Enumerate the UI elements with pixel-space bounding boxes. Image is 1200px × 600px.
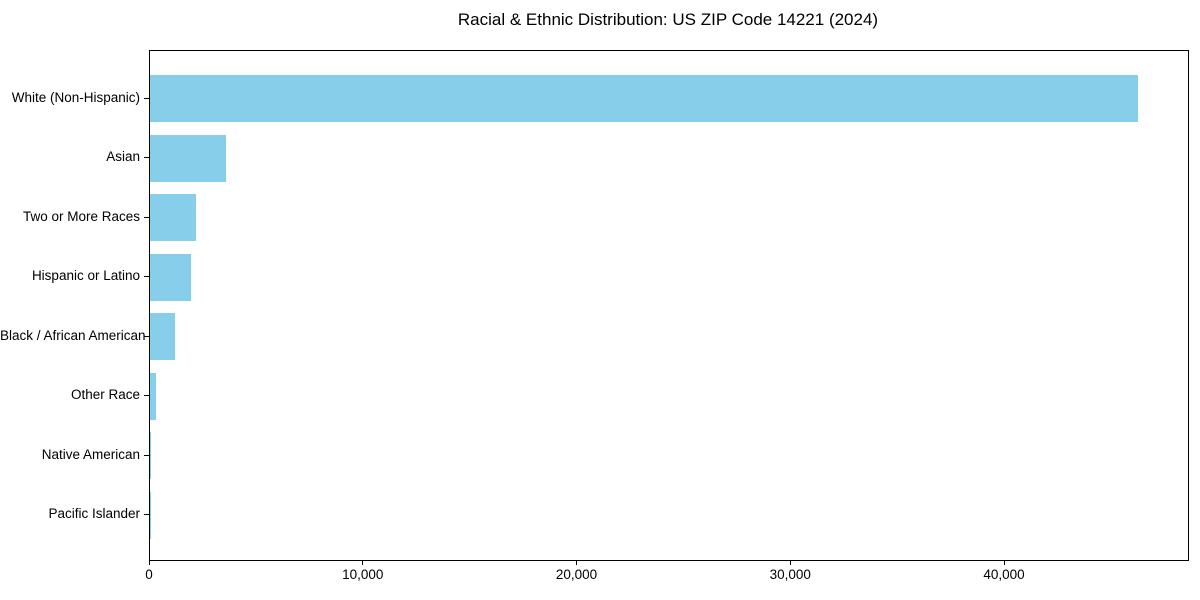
x-tick-mark — [148, 560, 150, 565]
y-axis-label-white-non-hispanic: White (Non-Hispanic) — [11, 89, 140, 105]
y-tick-mark — [144, 276, 149, 278]
x-tick-label-10-000: 10,000 — [342, 567, 384, 582]
y-tick-mark — [144, 335, 149, 337]
y-tick-mark — [144, 514, 149, 516]
x-tick-mark — [576, 560, 577, 565]
y-axis-label-asian: Asian — [106, 149, 140, 165]
bar-white-non-hispanic — [150, 75, 1138, 123]
y-tick-mark — [144, 395, 149, 397]
y-tick-mark — [144, 216, 149, 218]
x-tick-label-30-000: 30,000 — [769, 567, 811, 582]
bar-native-american — [150, 432, 152, 480]
bar-hispanic-or-latino — [150, 253, 192, 301]
x-tick-mark — [789, 560, 791, 565]
y-axis-label-black-african-american: Black / African American — [0, 327, 146, 343]
plot-area — [149, 50, 1189, 561]
y-axis-label-two-or-more-races: Two or More Races — [22, 208, 140, 224]
x-tick-mark — [362, 560, 364, 565]
y-axis-label-native-american: Native American — [41, 446, 140, 462]
bar-two-or-more-races — [150, 194, 196, 242]
bar-asian — [150, 134, 226, 182]
y-tick-mark — [144, 97, 149, 99]
x-tick-label-20-000: 20,000 — [555, 567, 598, 582]
y-axis-label-hispanic-or-latino: Hispanic or Latino — [31, 268, 140, 284]
bar-black-african-american — [150, 313, 175, 361]
bar-other-race — [150, 372, 156, 420]
y-tick-mark — [144, 454, 149, 456]
chart-title: Racial & Ethnic Distribution: US ZIP Cod… — [457, 10, 879, 29]
y-axis-label-other-race: Other Race — [70, 387, 140, 403]
x-tick-label-40-000: 40,000 — [983, 567, 1025, 582]
x-tick-mark — [1003, 560, 1005, 565]
x-tick-label-0: 0 — [145, 567, 153, 582]
y-axis-label-pacific-islander: Pacific Islander — [48, 506, 140, 522]
y-tick-mark — [144, 157, 149, 159]
